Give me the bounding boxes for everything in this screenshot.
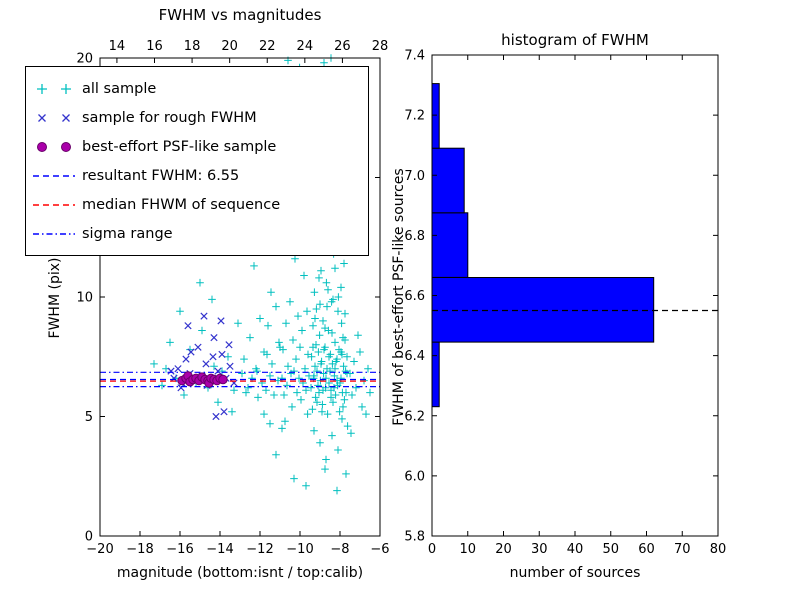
right-y-tick-label: 6.0: [404, 469, 425, 484]
left-top-tick-label: 18: [184, 39, 201, 54]
left-y-tick-label: 5: [85, 410, 93, 425]
legend-item-psf-like: best-effort PSF-like sample: [26, 132, 368, 161]
legend-label: all sample: [82, 80, 157, 97]
legend-item-sigma-range: sigma range: [26, 219, 368, 248]
x-marker-icon: [26, 109, 82, 127]
legend-label: best-effort PSF-like sample: [82, 138, 277, 155]
left-plot-axes: −20 −18 −16 −14 −12 −10 −8 −6 14 16 18 20 22 24 26 28 0 5…: [76, 39, 389, 557]
right-y-tick-label: 6.2: [404, 409, 425, 424]
left-x-tick-label: −20: [86, 542, 113, 557]
left-x-tick-label: −8: [330, 542, 349, 557]
left-plot-xlabel: magnitude (bottom:isnt / top:calib): [116, 565, 364, 581]
left-top-tick-label: 26: [334, 39, 351, 54]
dashed-line-blue-icon: [26, 167, 82, 185]
right-y-tick-label: 6.6: [404, 289, 425, 304]
legend-label: resultant FWHM: 6.55: [82, 167, 240, 184]
left-y-tick-label: 20: [76, 52, 93, 67]
right-x-tick-label: 60: [638, 542, 655, 557]
right-y-tick-label: 5.8: [404, 530, 425, 545]
legend-label: median FHWM of sequence: [82, 196, 281, 213]
histogram-bar: [431, 212, 469, 278]
circle-marker-icon: [26, 138, 82, 156]
right-y-tick-label: 7.2: [404, 109, 425, 124]
left-top-tick-label: 28: [372, 39, 389, 54]
left-x-tick-label: −14: [206, 542, 233, 557]
left-y-tick-label: 0: [85, 530, 93, 545]
right-plot-xlabel: number of sources: [509, 565, 641, 581]
right-y-tick-label: 6.4: [404, 349, 425, 364]
left-x-tick-label: −16: [166, 542, 193, 557]
histogram-bar: [431, 341, 440, 408]
legend-item-resultant-fwhm: resultant FWHM: 6.55: [26, 161, 368, 190]
right-x-tick-label: 70: [674, 542, 691, 557]
right-x-tick-label: 80: [710, 542, 727, 557]
right-y-tick-label: 7.4: [404, 49, 425, 64]
left-x-tick-label: −6: [370, 542, 389, 557]
left-top-tick-label: 24: [297, 39, 314, 54]
right-x-tick-label: 10: [459, 542, 476, 557]
right-y-tick-label: 6.8: [404, 229, 425, 244]
left-top-tick-label: 22: [259, 39, 276, 54]
left-y-tick-label: 10: [76, 291, 93, 306]
histogram-bar: [431, 147, 465, 214]
right-plot-title: histogram of FWHM: [501, 31, 649, 49]
legend-label: sigma range: [82, 225, 173, 242]
psf-like-point: [218, 374, 228, 385]
dashed-line-red-icon: [26, 196, 82, 214]
legend: all sample sample for rough FWHM best-ef…: [25, 66, 369, 256]
legend-label: sample for rough FWHM: [82, 109, 257, 126]
left-x-tick-label: −10: [286, 542, 313, 557]
left-plot-title: FWHM vs magnitudes: [158, 6, 322, 24]
psf-like-points: [177, 371, 228, 388]
left-top-tick-label: 14: [109, 39, 126, 54]
left-top-tick-label: 20: [221, 39, 238, 54]
legend-item-all-sample: all sample: [26, 74, 368, 103]
left-x-tick-label: −12: [246, 542, 273, 557]
right-x-tick-label: 30: [531, 542, 548, 557]
right-plot-axes: 0 10 20 30 40 50 60 70 80 5.8 6.0 6.2 6.4 6.6 6.8 7.0 7.…: [404, 49, 726, 558]
dashdot-line-icon: [26, 225, 82, 243]
right-x-tick-label: 0: [428, 542, 436, 557]
right-x-tick-label: 40: [567, 542, 584, 557]
right-y-tick-label: 7.0: [404, 169, 425, 184]
left-x-tick-label: −18: [126, 542, 153, 557]
plus-marker-icon: [26, 80, 82, 98]
legend-item-rough-fwhm: sample for rough FWHM: [26, 103, 368, 132]
right-plot-ylabel: FWHM of best-effort PSF-like sources: [391, 168, 407, 426]
left-top-tick-label: 16: [146, 39, 163, 54]
histogram-bar: [431, 83, 440, 149]
legend-item-median-fhwm: median FHWM of sequence: [26, 190, 368, 219]
right-x-tick-label: 50: [602, 542, 619, 557]
right-x-tick-label: 20: [495, 542, 512, 557]
histogram-bar: [431, 277, 655, 343]
